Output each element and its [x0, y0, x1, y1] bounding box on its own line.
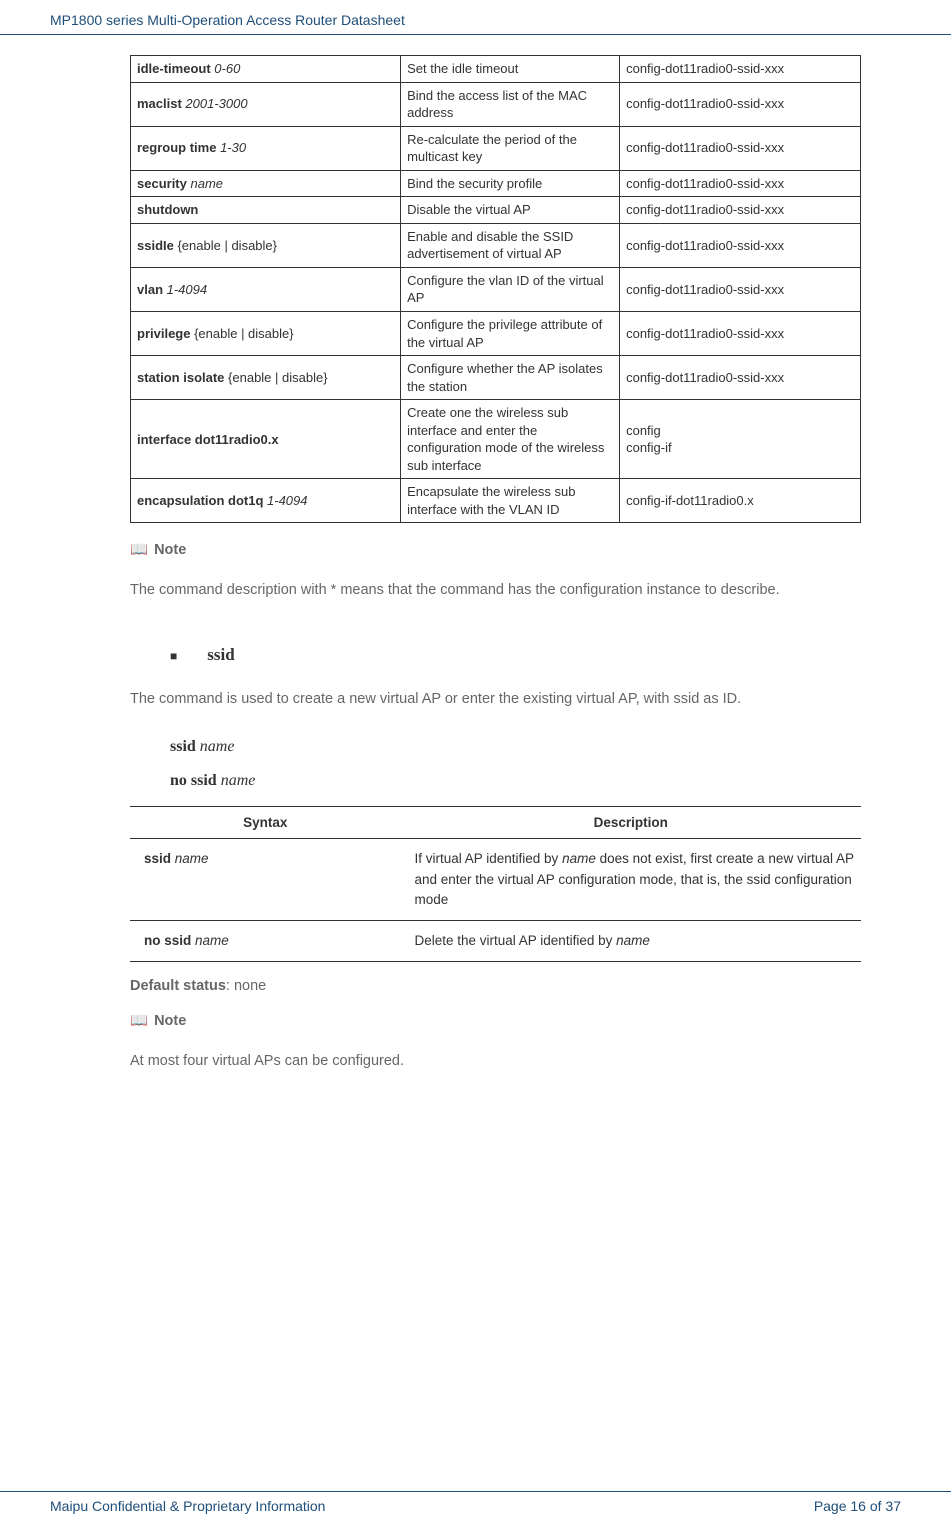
mode-cell: config-if-dot11radio0.x	[620, 479, 861, 523]
description-cell: Bind the security profile	[401, 170, 620, 197]
description-cell: Delete the virtual AP identified by name	[400, 921, 861, 962]
page-content: idle-timeout 0-60Set the idle timeoutcon…	[0, 35, 951, 1076]
footer-right: Page 16 of 37	[814, 1498, 901, 1514]
description-cell: Enable and disable the SSID advertisemen…	[401, 223, 620, 267]
syntax-keyword: ssid	[170, 738, 196, 755]
table-row: privilege {enable | disable}Configure th…	[131, 312, 861, 356]
command-cell: maclist 2001-3000	[131, 82, 401, 126]
mode-cell: config-dot11radio0-ssid-xxx	[620, 356, 861, 400]
mode-cell: config-dot11radio0-ssid-xxx	[620, 312, 861, 356]
command-cell: regroup time 1-30	[131, 126, 401, 170]
ssid-para: The command is used to create a new virt…	[130, 685, 861, 714]
description-cell: Encapsulate the wireless sub interface w…	[401, 479, 620, 523]
table-row: vlan 1-4094Configure the vlan ID of the …	[131, 267, 861, 311]
command-cell: security name	[131, 170, 401, 197]
mode-cell: config-dot11radio0-ssid-xxx	[620, 126, 861, 170]
note-label: Note	[154, 1013, 186, 1029]
syntax-cell: ssid name	[130, 839, 400, 921]
table-row: ssid nameIf virtual AP identified by nam…	[130, 839, 861, 921]
command-cell: idle-timeout 0-60	[131, 56, 401, 83]
description-cell: Set the idle timeout	[401, 56, 620, 83]
command-cell: vlan 1-4094	[131, 267, 401, 311]
default-status-label: Default status	[130, 978, 226, 994]
note-label: Note	[154, 542, 186, 558]
description-cell: Re-calculate the period of the multicast…	[401, 126, 620, 170]
table-row: station isolate {enable | disable}Config…	[131, 356, 861, 400]
section-name: ssid	[207, 645, 234, 664]
description-cell: Configure the privilege attribute of the…	[401, 312, 620, 356]
description-cell: Configure the vlan ID of the virtual AP	[401, 267, 620, 311]
syntax-keyword: no ssid	[170, 772, 217, 789]
description-cell: If virtual AP identified by name does no…	[400, 839, 861, 921]
mode-cell: config-dot11radio0-ssid-xxx	[620, 82, 861, 126]
table-row: encapsulation dot1q 1-4094Encapsulate th…	[131, 479, 861, 523]
command-cell: interface dot11radio0.x	[131, 400, 401, 479]
command-cell: station isolate {enable | disable}	[131, 356, 401, 400]
syntax-line-2: no ssid name	[170, 772, 861, 790]
default-status: Default status: none	[130, 978, 861, 994]
note-heading-2: 📖 Note	[130, 1012, 861, 1029]
syntax-description-table: Syntax Description ssid nameIf virtual A…	[130, 806, 861, 962]
mode-cell: config-dot11radio0-ssid-xxx	[620, 267, 861, 311]
description-cell: Create one the wireless sub interface an…	[401, 400, 620, 479]
book-icon: 📖	[130, 1013, 148, 1029]
syntax-line-1: ssid name	[170, 738, 861, 756]
command-table: idle-timeout 0-60Set the idle timeoutcon…	[130, 55, 861, 523]
note-1-text: The command description with * means tha…	[130, 576, 861, 605]
footer-left: Maipu Confidential & Proprietary Informa…	[50, 1498, 325, 1514]
note-2-text: At most four virtual APs can be configur…	[130, 1047, 861, 1076]
description-cell: Bind the access list of the MAC address	[401, 82, 620, 126]
book-icon: 📖	[130, 542, 148, 558]
syntax-col-header: Syntax	[130, 807, 400, 839]
command-cell: ssidIe {enable | disable}	[131, 223, 401, 267]
description-col-header: Description	[400, 807, 861, 839]
table-row: regroup time 1-30Re-calculate the period…	[131, 126, 861, 170]
mode-cell: config-dot11radio0-ssid-xxx	[620, 56, 861, 83]
table-row: no ssid nameDelete the virtual AP identi…	[130, 921, 861, 962]
description-cell: Disable the virtual AP	[401, 197, 620, 224]
syntax-arg: name	[221, 772, 256, 789]
syntax-cell: no ssid name	[130, 921, 400, 962]
table-row: ssidIe {enable | disable}Enable and disa…	[131, 223, 861, 267]
ssid-section-heading: ■ ssid	[170, 645, 861, 665]
mode-cell: config-dot11radio0-ssid-xxx	[620, 223, 861, 267]
table-row: idle-timeout 0-60Set the idle timeoutcon…	[131, 56, 861, 83]
table-row: interface dot11radio0.xCreate one the wi…	[131, 400, 861, 479]
table-row: shutdownDisable the virtual APconfig-dot…	[131, 197, 861, 224]
command-cell: privilege {enable | disable}	[131, 312, 401, 356]
mode-cell: config-dot11radio0-ssid-xxx	[620, 170, 861, 197]
mode-cell: config config-if	[620, 400, 861, 479]
table-row: security nameBind the security profileco…	[131, 170, 861, 197]
description-cell: Configure whether the AP isolates the st…	[401, 356, 620, 400]
page-footer: Maipu Confidential & Proprietary Informa…	[0, 1491, 951, 1514]
default-status-value: : none	[226, 978, 266, 994]
table-row: maclist 2001-3000Bind the access list of…	[131, 82, 861, 126]
mode-cell: config-dot11radio0-ssid-xxx	[620, 197, 861, 224]
note-heading-1: 📖 Note	[130, 541, 861, 558]
command-cell: shutdown	[131, 197, 401, 224]
page-header: MP1800 series Multi-Operation Access Rou…	[0, 0, 951, 35]
command-cell: encapsulation dot1q 1-4094	[131, 479, 401, 523]
header-title: MP1800 series Multi-Operation Access Rou…	[50, 12, 405, 28]
bullet-icon: ■	[170, 649, 177, 663]
syntax-arg: name	[200, 738, 235, 755]
